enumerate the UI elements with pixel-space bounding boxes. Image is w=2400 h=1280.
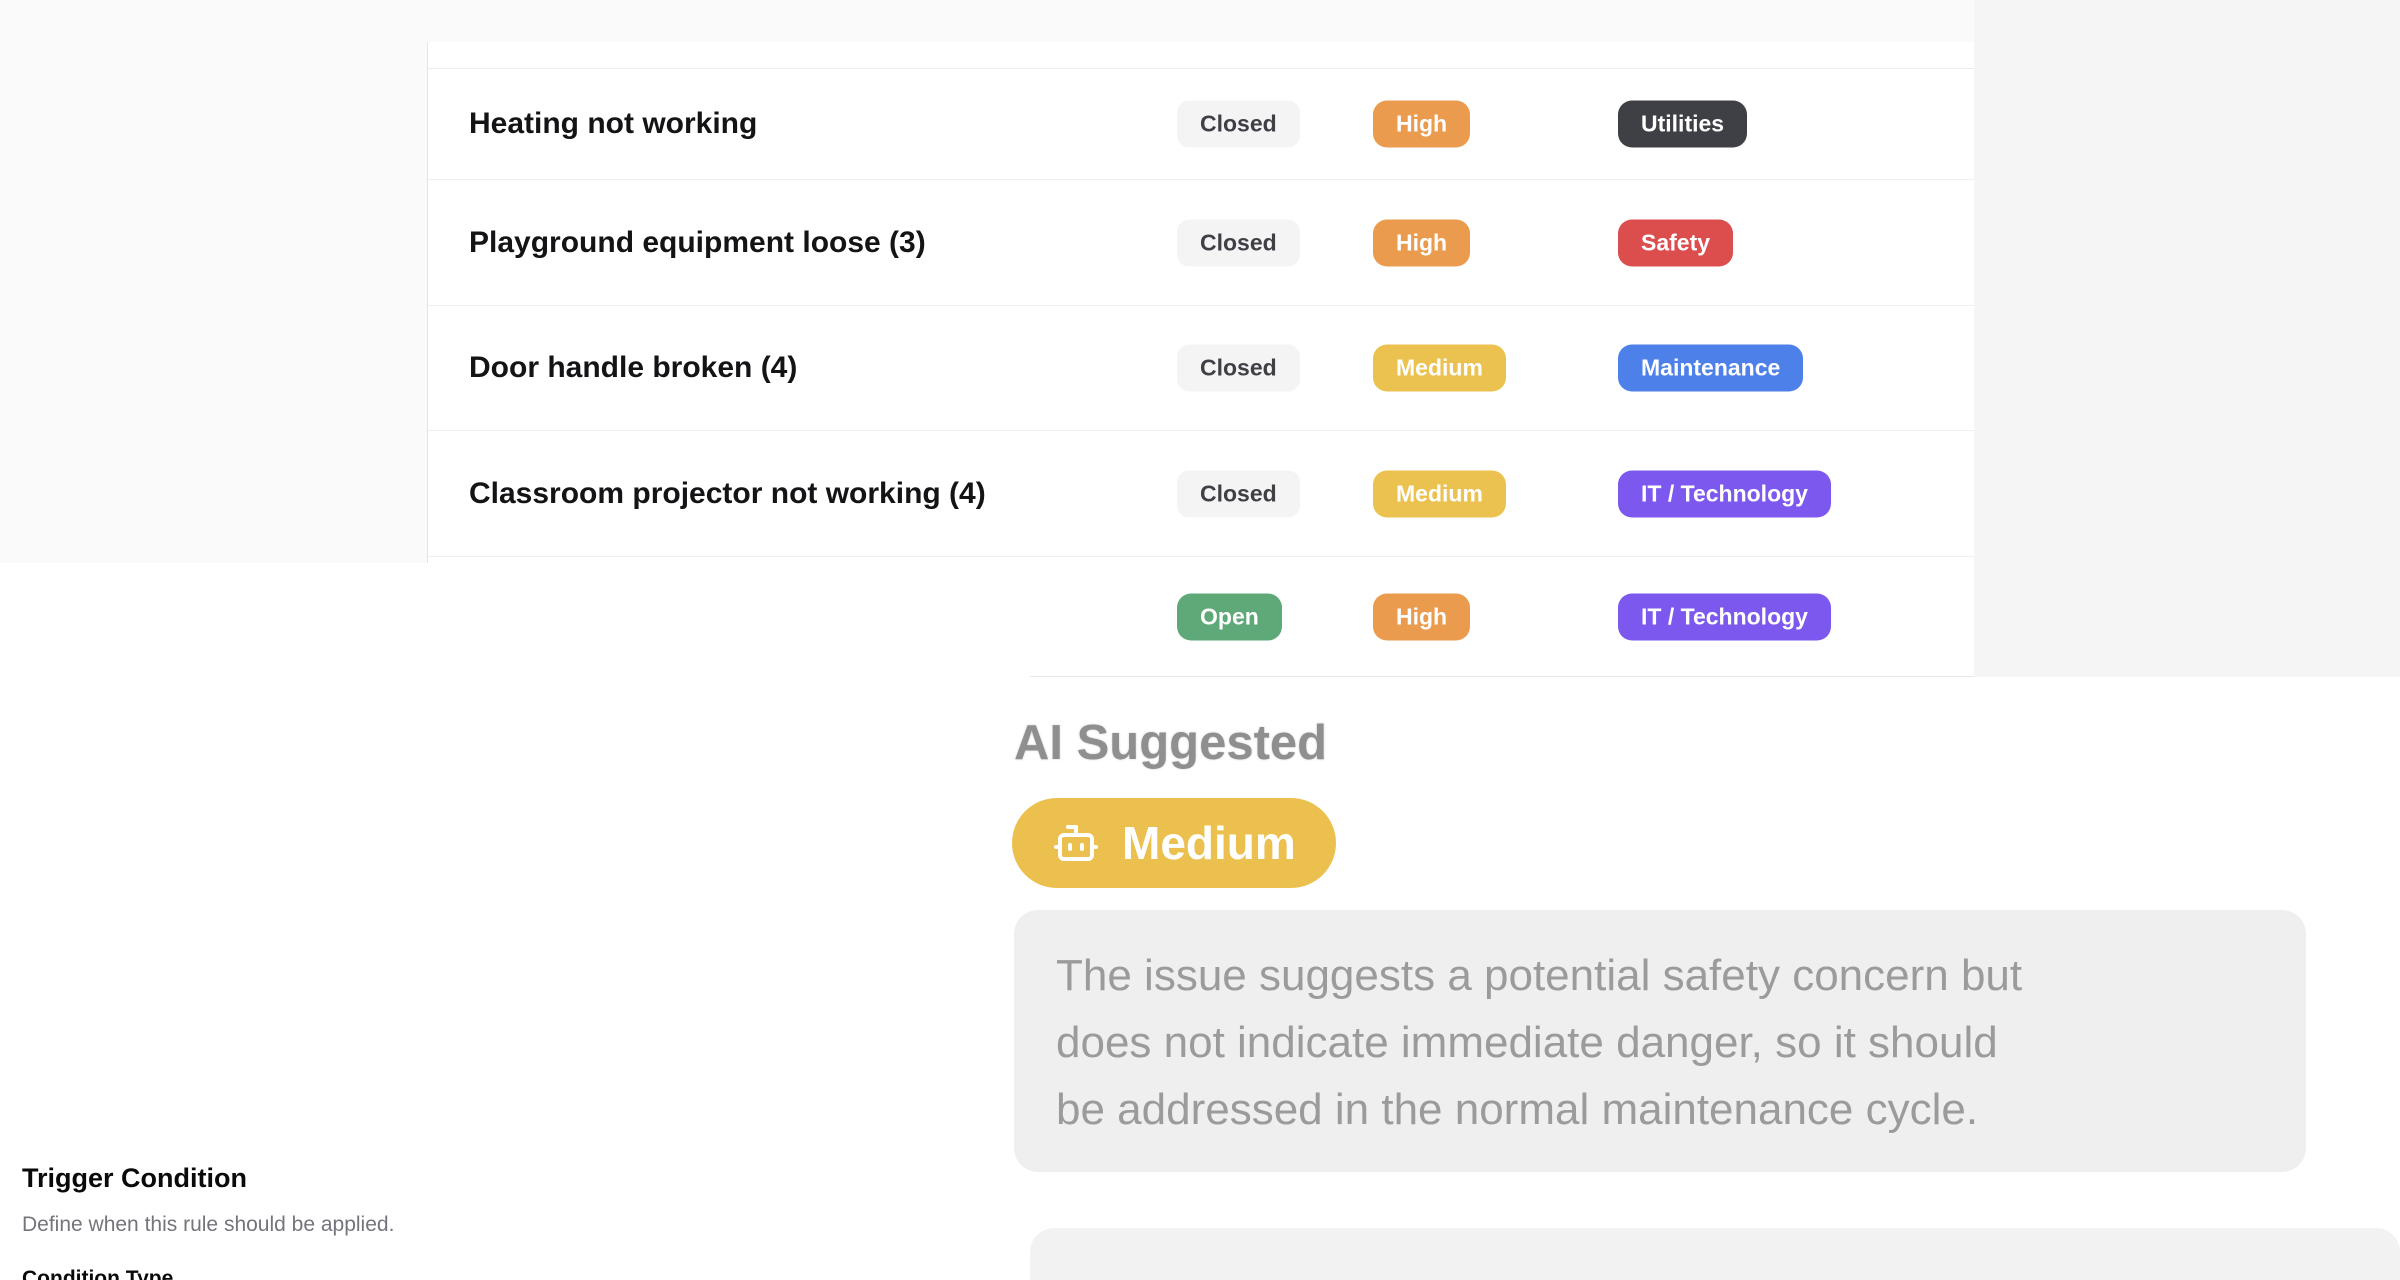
ai-explanation-box: The issue suggests a potential safety co… xyxy=(1014,910,2306,1172)
table-row[interactable]: Heating not working Closed High Utilitie… xyxy=(428,69,1974,180)
ai-explanation-line: The issue suggests a potential safety co… xyxy=(1056,951,2023,1000)
status-badge: Open xyxy=(1177,593,1282,641)
ai-badge-label: Medium xyxy=(1122,817,1296,869)
ai-explanation-line: does not indicate immediate danger, so i… xyxy=(1056,1018,1998,1067)
robot-icon xyxy=(1054,825,1098,861)
issue-title: Classroom projector not working (4) xyxy=(469,476,986,510)
issue-title: Playground equipment loose (3) xyxy=(469,225,926,259)
condition-type-label: Condition Type xyxy=(22,1267,174,1280)
ai-suggested-heading: AI Suggested xyxy=(1014,716,1328,770)
issue-title: Door handle broken (4) xyxy=(469,351,798,384)
table-row[interactable]: Open High IT / Technology xyxy=(428,557,1974,677)
next-section-band xyxy=(1030,1228,2400,1280)
category-badge: IT / Technology xyxy=(1618,593,1831,641)
severity-badge: Medium xyxy=(1373,470,1506,517)
category-badge: IT / Technology xyxy=(1618,470,1831,517)
issue-title: Heating not working xyxy=(469,107,758,140)
table-row[interactable]: Classroom projector not working (4) Clos… xyxy=(428,431,1974,557)
trigger-condition-panel: Trigger Condition Define when this rule … xyxy=(0,563,1030,1280)
severity-badge: High xyxy=(1373,219,1471,266)
panel-title: Trigger Condition xyxy=(22,1163,247,1193)
category-badge: Safety xyxy=(1618,219,1734,266)
category-badge: Maintenance xyxy=(1618,344,1804,392)
severity-badge: Medium xyxy=(1373,344,1506,392)
ai-explanation-line: be addressed in the normal maintenance c… xyxy=(1056,1085,1979,1134)
severity-badge: High xyxy=(1373,100,1471,148)
ai-suggested-severity-badge: Medium xyxy=(1012,798,1336,888)
status-badge: Closed xyxy=(1177,470,1300,517)
status-badge: Closed xyxy=(1177,219,1300,266)
ai-suggested-panel: AI Suggested Medium The issue suggests a… xyxy=(982,677,2400,1280)
table-row[interactable]: Playground equipment loose (3) Closed Hi… xyxy=(428,180,1974,306)
status-badge: Closed xyxy=(1177,344,1300,392)
table-header-strip xyxy=(428,42,1974,69)
severity-badge: High xyxy=(1373,593,1471,641)
page-background-right xyxy=(1974,0,2400,677)
panel-subtitle: Define when this rule should be applied. xyxy=(22,1213,395,1236)
status-badge: Closed xyxy=(1177,100,1300,148)
category-badge: Utilities xyxy=(1618,100,1748,148)
table-row[interactable]: Door handle broken (4) Closed Medium Mai… xyxy=(428,306,1974,431)
